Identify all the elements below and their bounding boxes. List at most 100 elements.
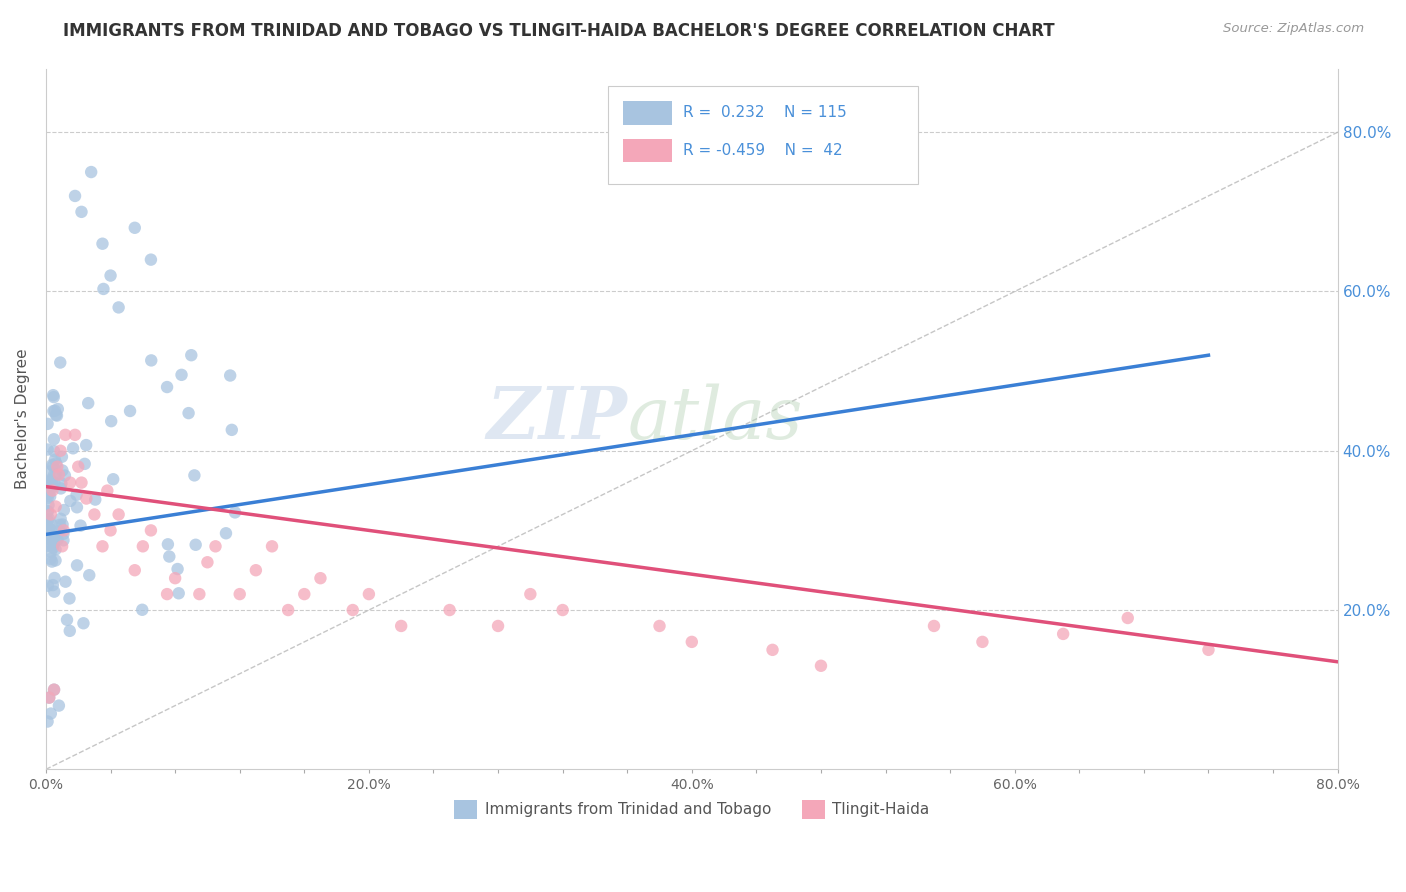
Point xyxy=(100,524,122,538)
Point xyxy=(45,468,67,483)
Point xyxy=(58,591,80,606)
Point xyxy=(38,690,60,705)
Point xyxy=(38,521,60,535)
Text: atlas: atlas xyxy=(627,384,803,454)
Point xyxy=(648,619,671,633)
Point xyxy=(309,571,332,585)
Point xyxy=(37,504,59,518)
Point xyxy=(39,516,62,531)
Point xyxy=(357,587,380,601)
Point xyxy=(37,417,59,431)
Point xyxy=(44,475,66,490)
Point xyxy=(41,483,63,498)
Point xyxy=(39,508,62,522)
Point xyxy=(59,475,82,490)
Point xyxy=(166,562,188,576)
Point xyxy=(131,603,153,617)
Point xyxy=(63,189,86,203)
Point xyxy=(922,619,945,633)
Point xyxy=(37,442,59,457)
Point xyxy=(96,483,118,498)
Point xyxy=(41,555,63,569)
Point xyxy=(38,498,60,512)
Point xyxy=(70,475,93,490)
Point xyxy=(165,571,187,585)
Point xyxy=(42,541,65,555)
Point xyxy=(52,526,75,541)
Point xyxy=(42,467,65,482)
Point xyxy=(224,505,246,519)
Point xyxy=(49,355,72,369)
Point xyxy=(184,538,207,552)
Point xyxy=(84,492,107,507)
Point xyxy=(39,478,62,492)
Point xyxy=(75,491,97,506)
Point xyxy=(180,348,202,362)
Point xyxy=(292,587,315,601)
Point xyxy=(53,468,76,483)
Point xyxy=(39,490,62,504)
Point xyxy=(38,465,60,479)
Point xyxy=(52,533,75,548)
Point xyxy=(75,438,97,452)
Point xyxy=(48,467,70,482)
Point xyxy=(39,523,62,537)
Point xyxy=(389,619,412,633)
Point xyxy=(39,552,62,566)
Text: ZIP: ZIP xyxy=(486,384,627,454)
Point xyxy=(37,714,59,729)
Point xyxy=(70,205,93,219)
Point xyxy=(49,443,72,458)
Point xyxy=(51,539,73,553)
Point xyxy=(156,537,179,551)
Point xyxy=(761,643,783,657)
Point xyxy=(48,698,70,713)
Point xyxy=(139,252,162,267)
Point xyxy=(38,486,60,500)
Legend: Immigrants from Trinidad and Tobago, Tlingit-Haida: Immigrants from Trinidad and Tobago, Tli… xyxy=(449,794,935,825)
Point xyxy=(69,518,91,533)
Point xyxy=(42,458,65,473)
Point xyxy=(91,236,114,251)
Point xyxy=(46,409,69,423)
Point xyxy=(177,406,200,420)
Point xyxy=(486,619,509,633)
Point xyxy=(37,504,59,518)
Point xyxy=(80,165,103,179)
Point xyxy=(51,463,73,477)
Point xyxy=(124,563,146,577)
Point xyxy=(44,403,66,417)
Text: R = -0.459    N =  42: R = -0.459 N = 42 xyxy=(683,143,842,158)
Point xyxy=(63,427,86,442)
Point xyxy=(59,624,82,638)
Point xyxy=(42,390,65,404)
Point xyxy=(124,220,146,235)
Point xyxy=(551,603,574,617)
Point xyxy=(46,533,69,547)
FancyBboxPatch shape xyxy=(607,86,918,184)
Point xyxy=(41,533,63,547)
Point xyxy=(49,517,72,532)
Point xyxy=(681,635,703,649)
Point xyxy=(52,503,75,517)
Text: R =  0.232    N = 115: R = 0.232 N = 115 xyxy=(683,105,846,120)
Point xyxy=(41,475,63,489)
Point xyxy=(197,555,219,569)
Point xyxy=(67,459,90,474)
Point xyxy=(100,414,122,428)
Point xyxy=(73,457,96,471)
Point xyxy=(46,402,69,417)
Point xyxy=(41,480,63,494)
Point xyxy=(37,513,59,527)
Point xyxy=(83,508,105,522)
Point xyxy=(45,542,67,557)
Point xyxy=(215,526,238,541)
Point xyxy=(37,475,59,490)
Point xyxy=(219,368,242,383)
Point xyxy=(1116,611,1139,625)
Point xyxy=(42,388,65,402)
Point xyxy=(53,427,76,442)
Point xyxy=(44,452,66,467)
Point xyxy=(107,508,129,522)
FancyBboxPatch shape xyxy=(623,138,672,161)
